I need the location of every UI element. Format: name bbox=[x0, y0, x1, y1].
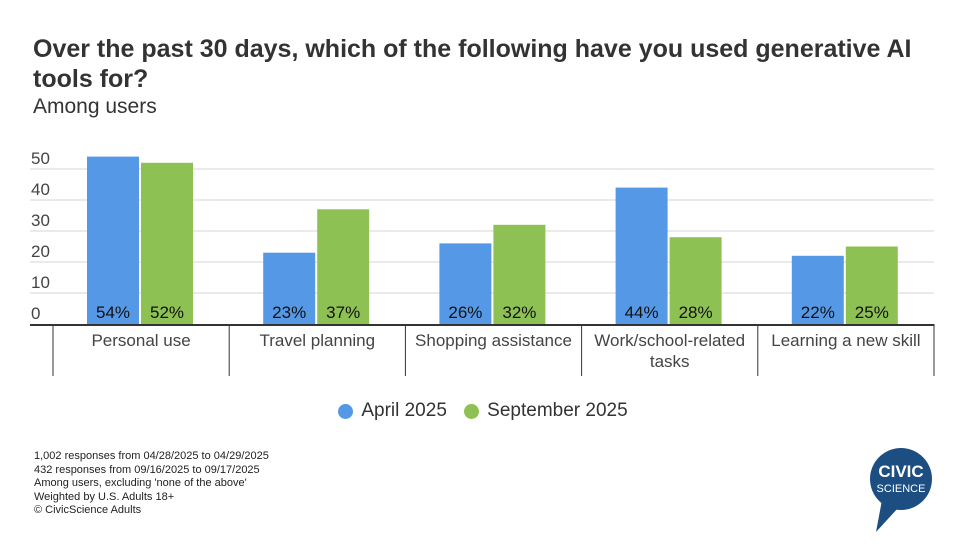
legend: April 2025 September 2025 bbox=[0, 400, 966, 425]
x-tick-label: Work/school-related bbox=[594, 331, 745, 350]
footnote: Weighted by U.S. Adults 18+ bbox=[34, 490, 175, 503]
chart-title: Over the past 30 days, which of the foll… bbox=[33, 35, 912, 93]
bar-chart: 0 10 20 30 40 50 54% 52% Personal use 23% 37% Trave… bbox=[30, 149, 935, 376]
bar bbox=[845, 246, 898, 324]
y-tick-label: 50 bbox=[31, 149, 50, 168]
data-label: 22% bbox=[801, 303, 835, 322]
footnote: 1,002 responses from 04/28/2025 to 04/29… bbox=[34, 450, 269, 462]
y-tick-label: 40 bbox=[31, 180, 50, 199]
data-label: 32% bbox=[502, 303, 536, 322]
bar bbox=[263, 252, 316, 324]
bar bbox=[439, 243, 492, 324]
y-tick-label: 20 bbox=[31, 242, 50, 261]
data-label: 37% bbox=[326, 303, 360, 322]
bar bbox=[669, 237, 722, 324]
x-tick-label: Shopping assistance bbox=[415, 331, 572, 350]
footnote: © CivicScience Adults bbox=[34, 504, 142, 516]
footnote: 432 responses from 09/16/2025 to 09/17/2… bbox=[34, 463, 260, 476]
bar bbox=[87, 156, 139, 324]
data-label: 28% bbox=[679, 303, 713, 322]
svg-text:SCIENCE: SCIENCE bbox=[877, 483, 926, 495]
legend-swatch bbox=[464, 403, 480, 419]
legend-label: April 2025 bbox=[361, 400, 447, 421]
bar bbox=[141, 162, 193, 324]
footnotes: 1,002 responses from 04/28/2025 to 04/29… bbox=[34, 450, 269, 518]
bar bbox=[317, 209, 370, 324]
footnote: Among users, excluding 'none of the abov… bbox=[34, 477, 247, 489]
bar bbox=[493, 224, 546, 324]
y-tick-label: 0 bbox=[31, 304, 40, 323]
data-label: 54% bbox=[96, 303, 130, 322]
svg-text:CIVIC: CIVIC bbox=[878, 462, 923, 481]
data-label: 52% bbox=[150, 303, 184, 322]
y-tick-label: 10 bbox=[31, 273, 50, 292]
civicscience-logo: CIVIC SCIENCE bbox=[870, 448, 932, 532]
bar bbox=[791, 255, 844, 324]
legend-label: September 2025 bbox=[487, 400, 628, 421]
x-tick-label: Learning a new skill bbox=[771, 331, 920, 350]
data-label: 25% bbox=[855, 303, 889, 322]
y-tick-label: 30 bbox=[31, 211, 50, 230]
legend-item-april: April 2025 bbox=[338, 400, 447, 422]
x-tick-label: tasks bbox=[650, 352, 690, 371]
legend-item-september: September 2025 bbox=[464, 400, 628, 422]
x-tick-label: Personal use bbox=[91, 331, 190, 350]
data-label: 44% bbox=[625, 303, 659, 322]
x-tick-label: Travel planning bbox=[259, 331, 375, 350]
legend-swatch bbox=[338, 403, 354, 419]
chart-subtitle: Among users bbox=[33, 95, 157, 118]
bar bbox=[615, 187, 668, 324]
data-label: 26% bbox=[448, 303, 482, 322]
data-label: 23% bbox=[272, 303, 306, 322]
